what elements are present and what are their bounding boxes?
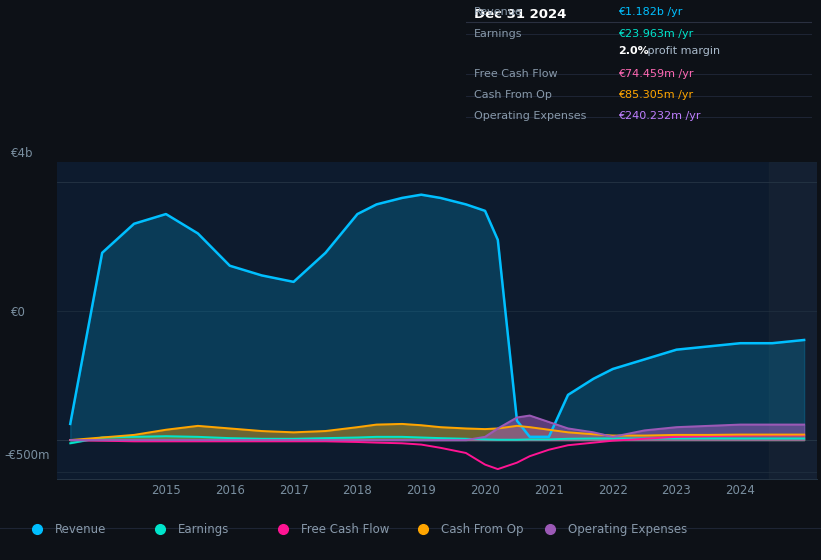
Text: €23.963m /yr: €23.963m /yr — [618, 29, 693, 39]
Text: Cash From Op: Cash From Op — [441, 522, 523, 535]
Text: profit margin: profit margin — [644, 46, 720, 56]
Text: -€500m: -€500m — [4, 449, 49, 462]
Text: €85.305m /yr: €85.305m /yr — [618, 90, 693, 100]
Text: Dec 31 2024: Dec 31 2024 — [475, 8, 566, 21]
Text: Cash From Op: Cash From Op — [475, 90, 552, 100]
Text: €1.182b /yr: €1.182b /yr — [618, 7, 682, 17]
Text: Operating Expenses: Operating Expenses — [568, 522, 687, 535]
Text: €74.459m /yr: €74.459m /yr — [618, 69, 694, 79]
Text: Earnings: Earnings — [178, 522, 230, 535]
Text: 2.0%: 2.0% — [618, 46, 649, 56]
Text: Free Cash Flow: Free Cash Flow — [475, 69, 557, 79]
Text: €4b: €4b — [11, 147, 33, 160]
Bar — [769, 162, 817, 479]
Text: €240.232m /yr: €240.232m /yr — [618, 111, 700, 122]
Text: Revenue: Revenue — [475, 7, 523, 17]
Text: Free Cash Flow: Free Cash Flow — [301, 522, 390, 535]
Text: Operating Expenses: Operating Expenses — [475, 111, 586, 122]
Text: Earnings: Earnings — [475, 29, 523, 39]
Text: Revenue: Revenue — [55, 522, 107, 535]
Text: €0: €0 — [11, 306, 25, 319]
